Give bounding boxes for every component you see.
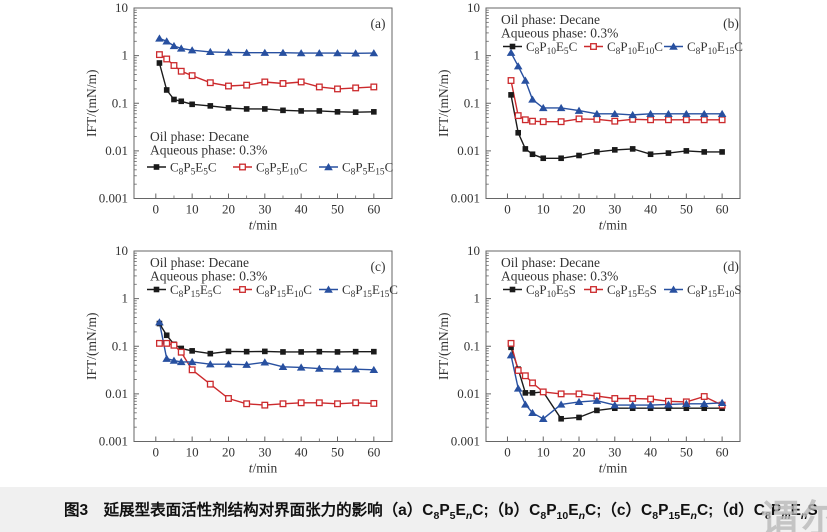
svg-text:C8P5E10C: C8P5E10C [256, 160, 307, 178]
svg-text:30: 30 [258, 202, 271, 217]
svg-text:Aqueous phase: 0.3%: Aqueous phase: 0.3% [501, 269, 618, 284]
svg-text:t/min: t/min [598, 218, 627, 233]
svg-text:20: 20 [222, 202, 235, 217]
svg-text:0: 0 [504, 202, 511, 217]
svg-text:0.1: 0.1 [463, 95, 479, 110]
svg-text:0: 0 [153, 202, 160, 217]
svg-text:C8P5E15C: C8P5E15C [342, 160, 393, 178]
svg-text:Aqueous phase: 0.3%: Aqueous phase: 0.3% [150, 143, 267, 158]
svg-text:IFT/(mN/m): IFT/(mN/m) [84, 70, 99, 138]
svg-text:1: 1 [473, 48, 480, 63]
svg-text:50: 50 [679, 445, 692, 460]
figure-caption-bar: 图3 延展型表面活性剂结构对界面张力的影响（a）C8P5EnC;（b）C8P10… [0, 487, 827, 532]
svg-text:(a): (a) [371, 16, 386, 31]
svg-text:40: 40 [644, 202, 657, 217]
svg-text:Aqueous phase: 0.3%: Aqueous phase: 0.3% [501, 26, 618, 41]
svg-text:(b): (b) [723, 16, 739, 31]
svg-text:10: 10 [115, 243, 128, 258]
svg-text:t/min: t/min [598, 461, 627, 476]
svg-text:IFT/(mN/m): IFT/(mN/m) [84, 313, 99, 381]
svg-text:0.001: 0.001 [450, 434, 479, 449]
svg-text:0.001: 0.001 [99, 191, 128, 206]
svg-text:0.1: 0.1 [112, 95, 128, 110]
svg-text:50: 50 [679, 202, 692, 217]
svg-text:10: 10 [115, 0, 128, 15]
svg-text:0: 0 [153, 445, 160, 460]
svg-text:50: 50 [331, 202, 344, 217]
chart-grid: 10 1 0.1 0.01 0.001 0 10 20 30 40 50 60 t/min IFT/(mN… [84, 0, 743, 476]
svg-text:50: 50 [331, 445, 344, 460]
svg-text:Aqueous phase: 0.3%: Aqueous phase: 0.3% [150, 269, 267, 284]
svg-text:C8P10E5C: C8P10E5C [526, 39, 577, 57]
svg-text:40: 40 [295, 202, 308, 217]
svg-text:40: 40 [295, 445, 308, 460]
svg-text:t/min: t/min [249, 461, 278, 476]
svg-text:10: 10 [536, 202, 549, 217]
svg-text:Oil phase: Decane: Oil phase: Decane [501, 255, 600, 270]
svg-text:10: 10 [467, 0, 480, 15]
svg-text:0.1: 0.1 [463, 338, 479, 353]
svg-text:C8P15E10S: C8P15E10S [687, 282, 742, 300]
svg-text:10: 10 [467, 243, 480, 258]
figure-caption: 图3 延展型表面活性剂结构对界面张力的影响（a）C8P5EnC;（b）C8P10… [64, 501, 818, 522]
svg-text:0.1: 0.1 [112, 338, 128, 353]
svg-text:1: 1 [122, 48, 129, 63]
svg-text:0.01: 0.01 [105, 386, 128, 401]
svg-text:t/min: t/min [249, 218, 278, 233]
svg-text:Oil phase: Decane: Oil phase: Decane [150, 129, 249, 144]
chart-panel-a: 10 1 0.1 0.01 0.001 0 10 20 30 40 50 60 t/min IFT/(mN… [84, 0, 393, 233]
svg-text:40: 40 [644, 445, 657, 460]
svg-text:C8P5E5C: C8P5E5C [170, 160, 217, 178]
svg-text:30: 30 [608, 445, 621, 460]
chart-panel-c: 10 1 0.1 0.01 0.001 0 10 20 30 40 50 60 t/min IFT/(mN… [84, 243, 398, 476]
svg-text:1: 1 [473, 291, 480, 306]
chart-panel-b: 10 1 0.1 0.01 0.001 0 10 20 30 40 50 60 t/min IFT/(mN… [436, 0, 743, 233]
svg-text:0.001: 0.001 [450, 191, 479, 206]
svg-text:30: 30 [608, 202, 621, 217]
svg-text:C8P10E5S: C8P10E5S [526, 282, 576, 300]
svg-text:0: 0 [504, 445, 511, 460]
svg-text:0.001: 0.001 [99, 434, 128, 449]
svg-text:60: 60 [367, 445, 380, 460]
svg-text:60: 60 [367, 202, 380, 217]
svg-text:C8P10E15C: C8P10E15C [687, 39, 743, 57]
svg-text:10: 10 [536, 445, 549, 460]
svg-text:0.01: 0.01 [457, 143, 480, 158]
svg-text:0.01: 0.01 [105, 143, 128, 158]
svg-text:60: 60 [715, 445, 728, 460]
svg-text:30: 30 [258, 445, 271, 460]
svg-text:0.01: 0.01 [457, 386, 480, 401]
svg-text:(c): (c) [371, 259, 386, 274]
svg-text:10: 10 [186, 202, 199, 217]
svg-text:IFT/(mN/m): IFT/(mN/m) [436, 70, 451, 138]
watermark: 谓尔 [760, 499, 827, 532]
svg-text:Oil phase: Decane: Oil phase: Decane [501, 12, 600, 27]
svg-text:C8P15E5S: C8P15E5S [607, 282, 657, 300]
svg-text:C8P15E10C: C8P15E10C [256, 282, 312, 300]
svg-text:20: 20 [572, 445, 585, 460]
svg-text:20: 20 [222, 445, 235, 460]
svg-text:10: 10 [186, 445, 199, 460]
svg-text:IFT/(mN/m): IFT/(mN/m) [436, 313, 451, 381]
chart-panel-d: 10 1 0.1 0.01 0.001 0 10 20 30 40 50 60 t/min IFT/(mN… [436, 243, 742, 476]
svg-text:60: 60 [715, 202, 728, 217]
svg-text:C8P10E10C: C8P10E10C [607, 39, 663, 57]
svg-text:1: 1 [122, 291, 129, 306]
svg-text:C8P15E5C: C8P15E5C [170, 282, 221, 300]
svg-text:C8P15E15C: C8P15E15C [342, 282, 398, 300]
svg-text:Oil phase: Decane: Oil phase: Decane [150, 255, 249, 270]
svg-text:20: 20 [572, 202, 585, 217]
svg-text:(d): (d) [723, 259, 739, 274]
